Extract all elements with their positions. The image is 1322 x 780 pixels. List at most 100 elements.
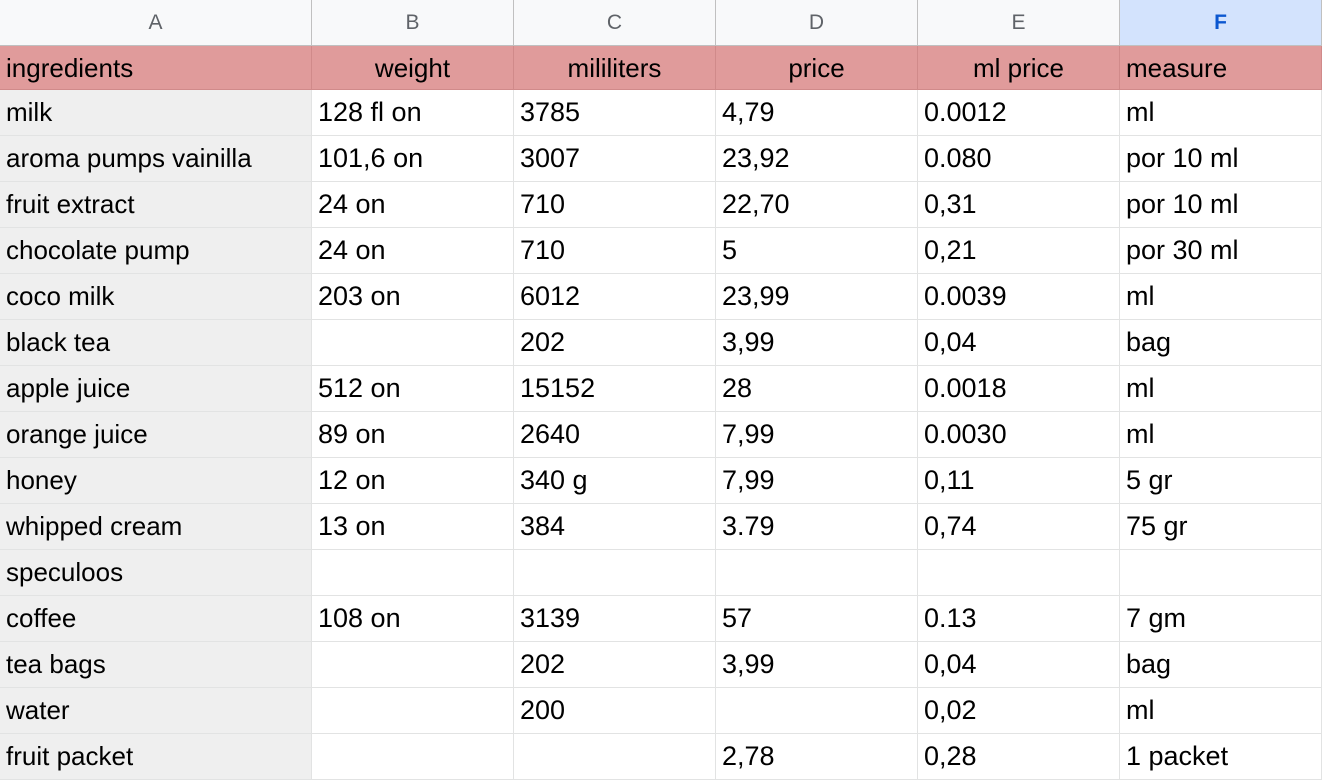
cell-f4[interactable]: por 10 ml [1120,182,1322,228]
column-header-f[interactable]: F [1120,0,1322,46]
cell-e4[interactable]: 0,31 [918,182,1120,228]
cell-c15[interactable]: 200 [514,688,716,734]
cell-e3[interactable]: 0.080 [918,136,1120,182]
cell-e7[interactable]: 0,04 [918,320,1120,366]
cell-d7[interactable]: 3,99 [716,320,918,366]
cell-f2[interactable]: ml [1120,90,1322,136]
cell-d11[interactable]: 3.79 [716,504,918,550]
header-cell-f1[interactable]: measure [1120,46,1322,90]
cell-d13[interactable]: 57 [716,596,918,642]
column-header-e[interactable]: E [918,0,1120,46]
cell-a10[interactable]: honey [0,458,312,504]
cell-b4[interactable]: 24 on [312,182,514,228]
cell-e15[interactable]: 0,02 [918,688,1120,734]
cell-b10[interactable]: 12 on [312,458,514,504]
cell-f10[interactable]: 5 gr [1120,458,1322,504]
cell-a7[interactable]: black tea [0,320,312,366]
cell-c7[interactable]: 202 [514,320,716,366]
cell-d4[interactable]: 22,70 [716,182,918,228]
cell-c9[interactable]: 2640 [514,412,716,458]
cell-e12[interactable] [918,550,1120,596]
cell-e11[interactable]: 0,74 [918,504,1120,550]
cell-b16[interactable] [312,734,514,780]
cell-c13[interactable]: 3139 [514,596,716,642]
cell-c4[interactable]: 710 [514,182,716,228]
cell-d14[interactable]: 3,99 [716,642,918,688]
cell-e10[interactable]: 0,11 [918,458,1120,504]
cell-e8[interactable]: 0.0018 [918,366,1120,412]
header-cell-c1[interactable]: mililiters [514,46,716,90]
cell-a3[interactable]: aroma pumps vainilla [0,136,312,182]
cell-f8[interactable]: ml [1120,366,1322,412]
cell-a8[interactable]: apple juice [0,366,312,412]
cell-d5[interactable]: 5 [716,228,918,274]
cell-c8[interactable]: 15152 [514,366,716,412]
cell-c10[interactable]: 340 g [514,458,716,504]
column-header-d[interactable]: D [716,0,918,46]
cell-a5[interactable]: chocolate pump [0,228,312,274]
cell-f6[interactable]: ml [1120,274,1322,320]
cell-a16[interactable]: fruit packet [0,734,312,780]
cell-b13[interactable]: 108 on [312,596,514,642]
cell-f7[interactable]: bag [1120,320,1322,366]
cell-b7[interactable] [312,320,514,366]
cell-f14[interactable]: bag [1120,642,1322,688]
cell-d6[interactable]: 23,99 [716,274,918,320]
column-header-c[interactable]: C [514,0,716,46]
column-header-b[interactable]: B [312,0,514,46]
cell-b6[interactable]: 203 on [312,274,514,320]
cell-e13[interactable]: 0.13 [918,596,1120,642]
cell-f13[interactable]: 7 gm [1120,596,1322,642]
cell-b12[interactable] [312,550,514,596]
cell-b3[interactable]: 101,6 on [312,136,514,182]
cell-f16[interactable]: 1 packet [1120,734,1322,780]
cell-b5[interactable]: 24 on [312,228,514,274]
cell-f3[interactable]: por 10 ml [1120,136,1322,182]
cell-c6[interactable]: 6012 [514,274,716,320]
cell-d2[interactable]: 4,79 [716,90,918,136]
cell-f9[interactable]: ml [1120,412,1322,458]
header-cell-b1[interactable]: weight [312,46,514,90]
cell-c16[interactable] [514,734,716,780]
cell-c5[interactable]: 710 [514,228,716,274]
cell-e5[interactable]: 0,21 [918,228,1120,274]
header-cell-a1[interactable]: ingredients [0,46,312,90]
cell-a12[interactable]: speculoos [0,550,312,596]
cell-d8[interactable]: 28 [716,366,918,412]
cell-b8[interactable]: 512 on [312,366,514,412]
cell-c11[interactable]: 384 [514,504,716,550]
cell-c3[interactable]: 3007 [514,136,716,182]
cell-f12[interactable] [1120,550,1322,596]
cell-a14[interactable]: tea bags [0,642,312,688]
cell-a4[interactable]: fruit extract [0,182,312,228]
cell-d10[interactable]: 7,99 [716,458,918,504]
header-cell-d1[interactable]: price [716,46,918,90]
cell-e2[interactable]: 0.0012 [918,90,1120,136]
cell-b9[interactable]: 89 on [312,412,514,458]
cell-c2[interactable]: 3785 [514,90,716,136]
cell-b11[interactable]: 13 on [312,504,514,550]
column-header-a[interactable]: A [0,0,312,46]
cell-d16[interactable]: 2,78 [716,734,918,780]
cell-a15[interactable]: water [0,688,312,734]
cell-e9[interactable]: 0.0030 [918,412,1120,458]
cell-f5[interactable]: por 30 ml [1120,228,1322,274]
cell-a9[interactable]: orange juice [0,412,312,458]
cell-e6[interactable]: 0.0039 [918,274,1120,320]
cell-a6[interactable]: coco milk [0,274,312,320]
cell-d3[interactable]: 23,92 [716,136,918,182]
cell-a11[interactable]: whipped cream [0,504,312,550]
cell-e14[interactable]: 0,04 [918,642,1120,688]
cell-c12[interactable] [514,550,716,596]
header-cell-e1[interactable]: ml price [918,46,1120,90]
cell-d12[interactable] [716,550,918,596]
cell-a2[interactable]: milk [0,90,312,136]
cell-b15[interactable] [312,688,514,734]
cell-d9[interactable]: 7,99 [716,412,918,458]
cell-f15[interactable]: ml [1120,688,1322,734]
cell-a13[interactable]: coffee [0,596,312,642]
cell-c14[interactable]: 202 [514,642,716,688]
cell-b14[interactable] [312,642,514,688]
cell-d15[interactable] [716,688,918,734]
cell-f11[interactable]: 75 gr [1120,504,1322,550]
